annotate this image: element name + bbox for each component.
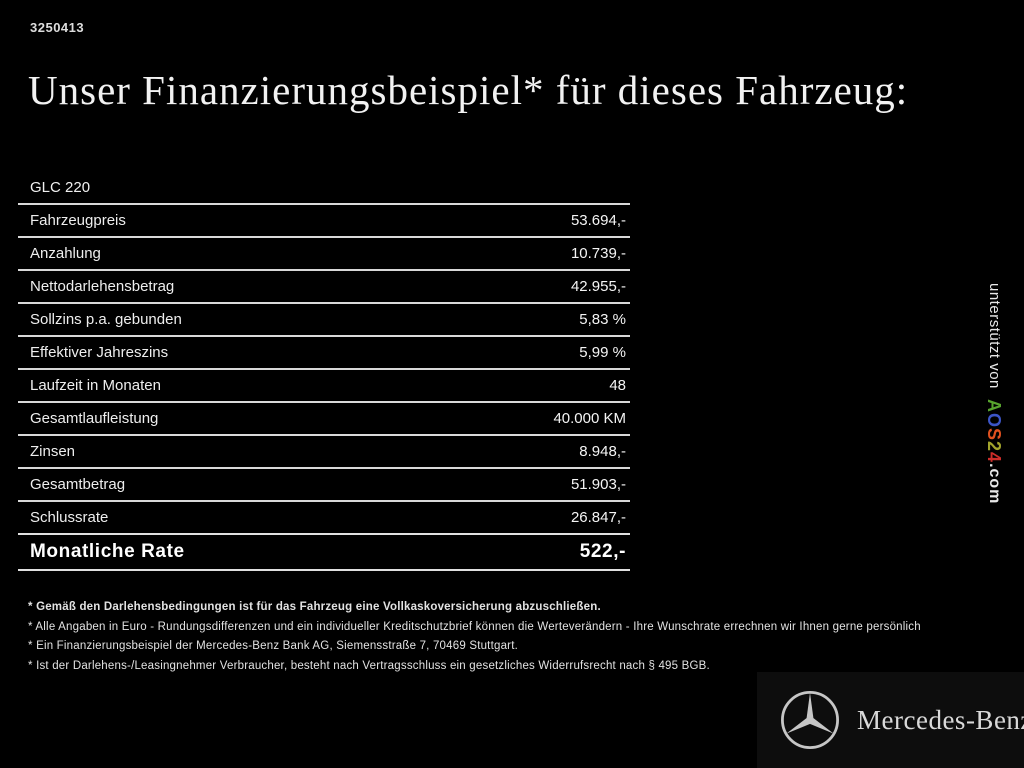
table-row: Gesamtbetrag 51.903,- [18,467,630,500]
footnotes: * Gemäß den Darlehensbedingungen ist für… [28,598,921,676]
row-label: Laufzeit in Monaten [30,377,161,394]
monthly-rate-value: 522,- [579,541,626,562]
row-label: Schlussrate [30,509,109,526]
aos24-letter: 2 [984,440,1004,452]
brand-panel: Mercedes-Benz [757,672,1024,768]
footnote-line: * Ein Finanzierungsbeispiel der Mercedes… [28,640,518,652]
table-row: Anzahlung 10.739,- [18,236,630,269]
row-label: Nettodarlehensbetrag [30,278,175,295]
document-number: 3250413 [30,20,85,35]
row-value: 5,83 % [579,311,626,328]
monthly-rate-label: Monatliche Rate [30,541,185,562]
row-value: 10.739,- [570,245,626,262]
footnote-line: * Gemäß den Darlehensbedingungen ist für… [28,601,601,613]
row-label: Sollzins p.a. gebunden [30,311,182,328]
monthly-rate-row: Monatliche Rate 522,- [18,533,630,571]
row-label: Zinsen [30,443,76,460]
financing-table: GLC 220 Fahrzeugpreis 53.694,- Anzahlung… [18,172,630,571]
row-value: 42.955,- [570,278,626,295]
mercedes-benz-wordmark: Mercedes-Benz [857,704,1024,735]
aos24-letter: 4 [984,451,1004,463]
table-row: Gesamtlaufleistung 40.000 KM [18,401,630,434]
row-value: 26.847,- [570,509,626,526]
footnote-line: * Alle Angaben in Euro - Rundungsdiffere… [28,620,921,633]
table-row: Laufzeit in Monaten 48 [18,368,630,401]
mercedes-star-icon [781,691,839,749]
row-value: 40.000 KM [553,410,626,427]
table-row: Zinsen 8.948,- [18,434,630,467]
row-label: Effektiver Jahreszins [30,344,169,361]
supported-by-vertical-text: unterstützt von AOS24.com [983,283,1004,504]
row-label: Gesamtlaufleistung [30,410,159,427]
row-value: 5,99 % [579,344,626,361]
aos24-logo: AOS24.com [984,399,1004,504]
vehicle-model: GLC 220 [30,179,91,196]
page-title: Unser Finanzierungsbeispiel* für dieses … [28,67,909,113]
table-row: Nettodarlehensbetrag 42.955,- [18,269,630,302]
table-row: Fahrzeugpreis 53.694,- [18,203,630,236]
aos24-letter: O [984,412,1004,428]
supported-by-prefix: unterstützt von [986,283,1003,389]
table-row: Effektiver Jahreszins 5,99 % [18,335,630,368]
aos24-domain-suffix: .com [986,462,1003,505]
table-row: Schlussrate 26.847,- [18,500,630,533]
row-label: Fahrzeugpreis [30,212,126,229]
table-row: Sollzins p.a. gebunden 5,83 % [18,302,630,335]
footnote-line: * Ist der Darlehens-/Leasingnehmer Verbr… [28,659,710,672]
aos24-letter: S [984,427,1004,441]
row-value: 53.694,- [570,212,626,229]
row-value: 48 [609,377,626,394]
row-value: 8.948,- [579,443,626,460]
row-label: Anzahlung [30,245,101,262]
row-label: Gesamtbetrag [30,476,126,493]
aos24-letter: A [984,398,1004,413]
row-value: 51.903,- [570,476,626,493]
